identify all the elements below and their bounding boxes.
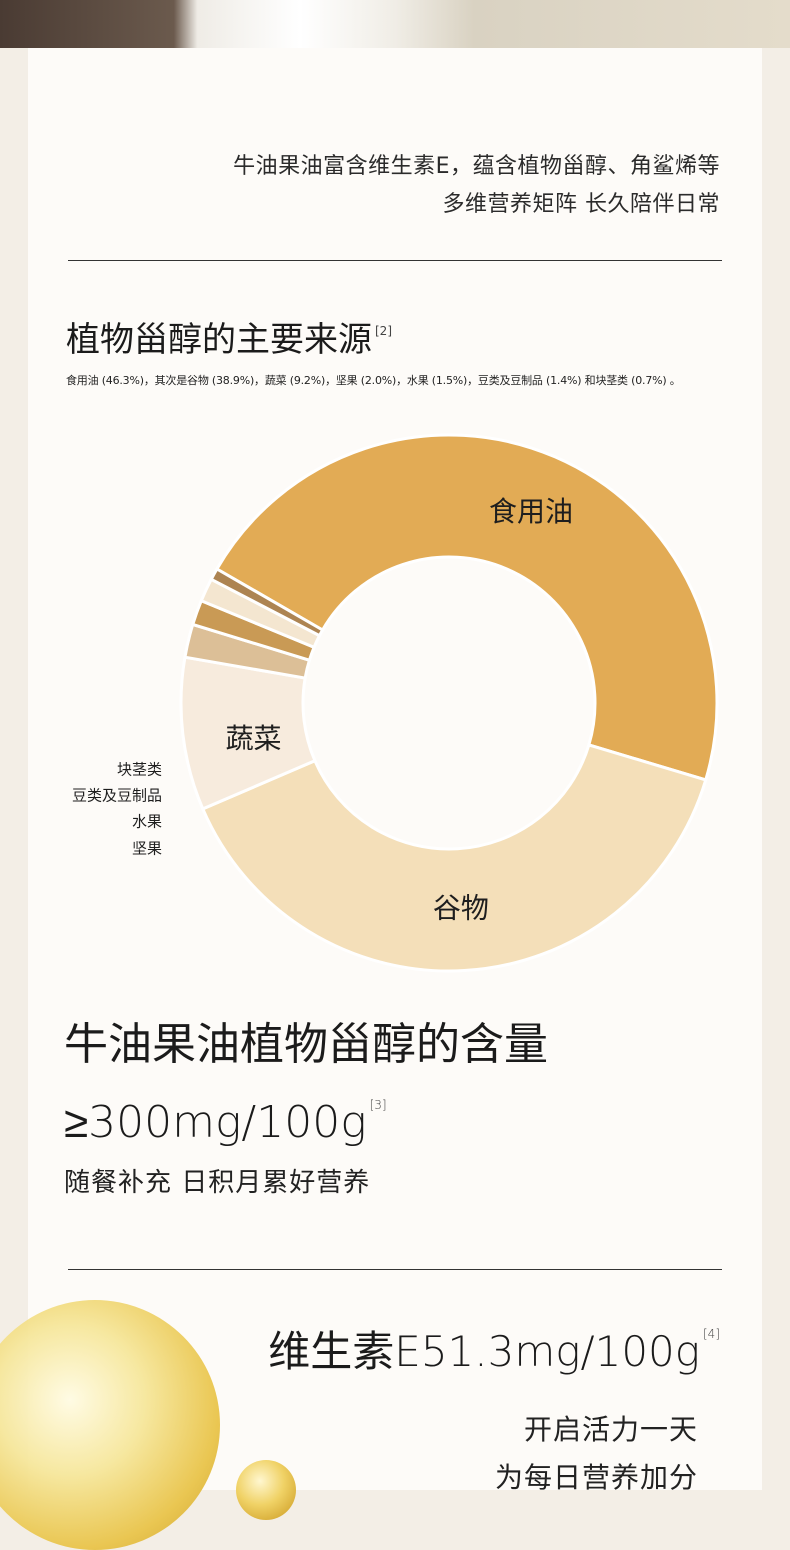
divider-bottom (68, 1269, 722, 1270)
donut-slice-2 (200, 743, 708, 973)
section-title-text: 植物甾醇的主要来源 (66, 320, 372, 360)
intro-line-1: 牛油果油富含维生素E，蕴含植物甾醇、角鲨烯等 (233, 154, 720, 179)
donut-slice-7 (209, 566, 325, 638)
source-note: 食用油 (46.3%)，其次是谷物 (38.9%)，蔬菜 (9.2%)，坚果 (… (66, 374, 681, 387)
slice-label-3: 蔬菜 (225, 722, 281, 755)
sterol-content-heading: 牛油果油植物甾醇的含量 ≥300mg/100g [3] (64, 1015, 548, 1153)
top-photo-strip (0, 0, 790, 48)
section-title: 植物甾醇的主要来源 [2] (66, 312, 392, 361)
intro-text: 牛油果油富含维生素E，蕴含植物甾醇、角鲨烯等 多维营养矩阵 长久陪伴日常 (233, 148, 720, 224)
reference-mark-2: [2] (375, 324, 392, 338)
slice-label-4: 坚果 (132, 840, 162, 858)
donut-slice-1 (214, 433, 719, 782)
oil-droplet-small (236, 1460, 296, 1520)
slice-label-7: 块茎类 (117, 761, 162, 779)
slogan-line-1: 开启活力一天 (523, 1413, 698, 1446)
slogan-line-2: 为每日营养加分 (494, 1461, 698, 1494)
reference-mark-4: [4] (703, 1327, 720, 1341)
tagline: 随餐补充 日积月累好营养 (64, 1168, 371, 1198)
slogan: 开启活力一天 为每日营养加分 (495, 1406, 698, 1502)
divider-top (68, 260, 722, 261)
heading-value: ≥300mg/100g (64, 1097, 367, 1148)
reference-mark-3: [3] (369, 1098, 387, 1112)
slice-label-1: 食用油 (489, 495, 573, 528)
heading-line-1: 牛油果油植物甾醇的含量 (64, 1019, 548, 1070)
heading-line-2: ≥300mg/100g [3] (64, 1075, 548, 1153)
vitamin-e-heading: 维生素E51.3mg/100g [4] (268, 1318, 720, 1379)
vitamin-e-value: 维生素E51.3mg/100g (268, 1327, 700, 1376)
slice-label-6: 豆类及豆制品 (72, 787, 162, 805)
intro-line-2: 多维营养矩阵 长久陪伴日常 (442, 192, 720, 217)
slice-label-2: 谷物 (433, 892, 489, 925)
slice-label-5: 水果 (132, 813, 162, 831)
